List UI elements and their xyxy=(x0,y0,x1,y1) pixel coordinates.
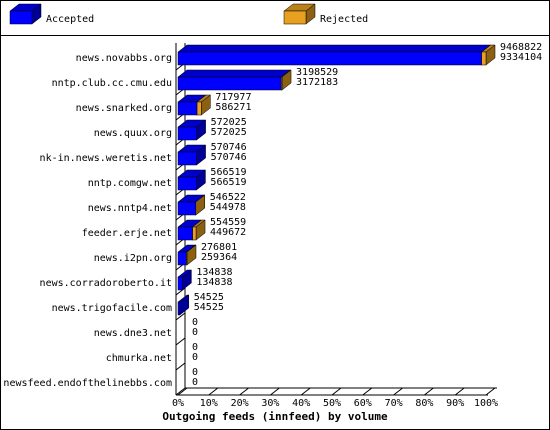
floor-hatch xyxy=(175,312,186,321)
x-tick xyxy=(362,387,373,396)
bar-segment xyxy=(186,251,188,266)
x-tick-label: 10% xyxy=(200,398,218,409)
bar-segment-top xyxy=(177,69,291,78)
y-tick-label: chmurka.net xyxy=(106,353,172,364)
floor-hatch xyxy=(175,387,186,396)
x-tick xyxy=(485,387,496,396)
y-tick-label: news.snarked.org xyxy=(76,103,172,114)
total-label: 3198529 xyxy=(296,67,338,78)
bar-segment xyxy=(192,226,197,241)
bar-segment xyxy=(177,251,187,266)
x-tick-label: 50% xyxy=(323,398,341,409)
x-tick xyxy=(424,387,434,396)
x-tick-label: 30% xyxy=(261,398,279,409)
x-tick xyxy=(393,387,403,396)
value-label: 3172183 xyxy=(296,77,338,88)
total-label: 566519 xyxy=(210,167,246,178)
x-tick-label: 40% xyxy=(292,398,310,409)
x-tick-label: 0% xyxy=(172,398,184,409)
bar-segment xyxy=(280,76,283,91)
total-label: 717977 xyxy=(215,92,251,103)
y-tick-label: news.dne3.net xyxy=(94,328,172,339)
legend-label: Rejected xyxy=(320,14,368,25)
total-label: 0 xyxy=(192,317,198,328)
x-tick xyxy=(208,387,219,396)
total-label: 134838 xyxy=(196,267,232,278)
x-tick-label: 20% xyxy=(231,398,249,409)
total-label: 572025 xyxy=(211,117,247,128)
total-label: 0 xyxy=(192,342,198,353)
bar-segment xyxy=(177,151,197,166)
y-tick-label: nntp.comgw.net xyxy=(88,178,172,189)
y-tick-label: news.i2pn.org xyxy=(94,253,172,264)
total-label: 546522 xyxy=(210,192,246,203)
value-label: 0 xyxy=(192,377,198,388)
value-label: 544978 xyxy=(210,202,246,213)
value-label: 586271 xyxy=(215,102,251,113)
y-tick-label: news.quux.org xyxy=(94,128,172,139)
y-tick-label: news.corradoroberto.it xyxy=(40,278,172,289)
total-label: 0 xyxy=(192,367,198,378)
y-tick-label: nntp.club.cc.cmu.edu xyxy=(52,78,172,89)
bar-segment xyxy=(177,101,198,116)
value-label: 570746 xyxy=(211,152,247,163)
legend-swatch xyxy=(283,10,307,25)
x-tick-label: 60% xyxy=(354,398,372,409)
bar-segment xyxy=(177,301,181,316)
x-tick-label: 70% xyxy=(385,398,403,409)
legend-label: Accepted xyxy=(46,14,94,25)
value-label: 572025 xyxy=(211,127,247,138)
bar-segment xyxy=(177,226,193,241)
bar-segment xyxy=(177,76,282,91)
total-label: 554559 xyxy=(210,217,246,228)
x-tick xyxy=(177,387,188,396)
y-tick-label: newsfeed.endofthelinebbs.com xyxy=(3,378,172,389)
x-tick xyxy=(331,387,342,396)
x-tick-label: 90% xyxy=(446,398,464,409)
x-tick-label: 80% xyxy=(415,398,433,409)
y-tick-label: news.novabbs.org xyxy=(76,53,172,64)
chart-title: Outgoing feeds (innfeed) by volume xyxy=(162,410,388,423)
y-tick-label: news.trigofacile.com xyxy=(52,303,172,314)
bar-segment xyxy=(177,201,196,216)
value-label: 134838 xyxy=(196,277,232,288)
x-tick xyxy=(239,387,249,396)
bar-segment xyxy=(481,51,487,66)
x-tick xyxy=(300,387,311,396)
total-label: 54525 xyxy=(194,292,224,303)
floor-hatch xyxy=(175,337,186,346)
y-tick-label: news.nntp4.net xyxy=(88,203,172,214)
x-tick-label: 100% xyxy=(474,398,498,409)
bar-segment xyxy=(177,176,197,191)
value-label: 259364 xyxy=(201,252,237,263)
value-label: 566519 xyxy=(210,177,246,188)
y-tick-label: feeder.erje.net xyxy=(82,228,172,239)
total-label: 9468822 xyxy=(500,42,542,53)
value-label: 449672 xyxy=(210,227,246,238)
bar-segment xyxy=(177,276,183,291)
y-tick-label: nk-in.news.weretis.net xyxy=(40,153,172,164)
value-label: 54525 xyxy=(194,302,224,313)
value-label: 0 xyxy=(192,327,198,338)
bar-segment-top xyxy=(177,44,492,53)
x-tick xyxy=(454,387,465,396)
total-label: 570746 xyxy=(211,142,247,153)
bar-segment xyxy=(177,51,482,66)
bar-segment xyxy=(177,126,197,141)
floor-hatch xyxy=(175,362,186,371)
x-tick xyxy=(270,387,280,396)
bar-segment xyxy=(196,101,202,116)
total-label: 276801 xyxy=(201,242,237,253)
value-label: 9334104 xyxy=(500,52,542,63)
legend-swatch xyxy=(9,10,33,25)
value-label: 0 xyxy=(192,352,198,363)
